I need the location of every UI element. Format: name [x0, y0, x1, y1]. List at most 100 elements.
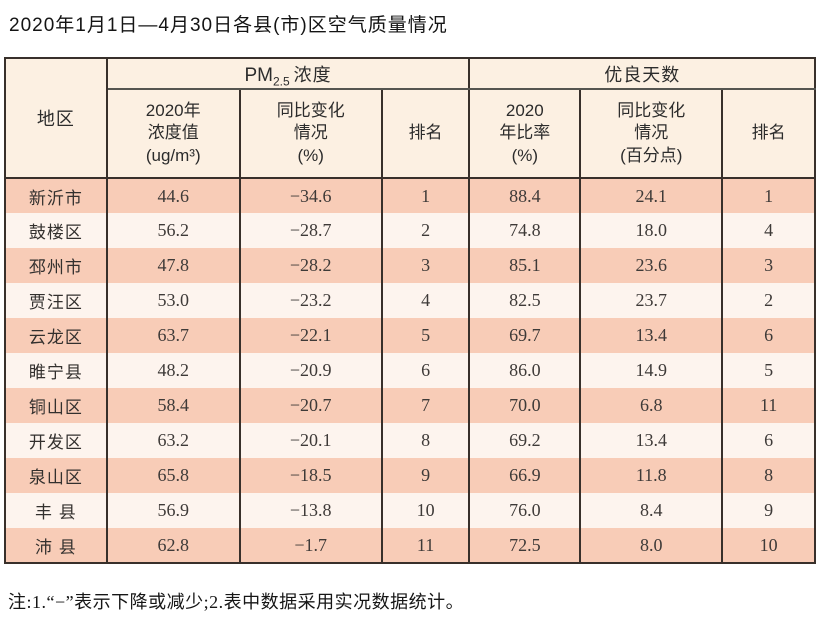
table-row: 丰 县 56.9 −13.8 10 76.0 8.4 9 — [4, 493, 816, 528]
good-change-cell: 14.9 — [579, 353, 724, 388]
pm-value-cell: 65.8 — [105, 458, 241, 493]
pm-value-cell: 58.4 — [105, 388, 241, 423]
pm-change-cell: −18.5 — [238, 458, 383, 493]
pm-value-cell: 62.8 — [105, 528, 241, 563]
pm-value-cell: 48.2 — [105, 353, 241, 388]
col-header-good-rank: 排名 — [721, 89, 816, 179]
region-cell: 泉山区 — [4, 458, 108, 493]
pm-change-cell: −20.9 — [238, 353, 383, 388]
good-change-cell: 23.7 — [579, 283, 724, 318]
region-cell: 丰 县 — [4, 493, 108, 528]
pm-rank-cell: 6 — [380, 353, 471, 388]
pm-rank-cell: 10 — [380, 493, 471, 528]
pm-change-cell: −13.8 — [238, 493, 383, 528]
pm-rank-cell: 7 — [380, 388, 471, 423]
pm-change-cell: −1.7 — [238, 528, 383, 563]
good-rank-cell: 6 — [721, 318, 816, 353]
table-header: 地区 PM2.5 浓度 优良天数 2020年 浓度值 (ug/m³) 同比变化 情… — [4, 58, 816, 179]
pm-change-cell: −28.2 — [238, 248, 383, 283]
region-cell: 开发区 — [4, 423, 108, 458]
table-row: 贾汪区 53.0 −23.2 4 82.5 23.7 2 — [4, 283, 816, 318]
page-title: 2020年1月1日—4月30日各县(市)区空气质量情况 — [9, 15, 448, 36]
region-cell: 铜山区 — [4, 388, 108, 423]
pm-rank-cell: 1 — [380, 178, 471, 213]
col-header-pm-value: 2020年 浓度值 (ug/m³) — [105, 89, 241, 179]
good-change-cell: 8.0 — [579, 528, 724, 563]
region-cell: 新沂市 — [4, 178, 108, 213]
table-row: 开发区 63.2 −20.1 8 69.2 13.4 6 — [4, 423, 816, 458]
good-rate-cell: 74.8 — [468, 213, 582, 248]
table-row: 铜山区 58.4 −20.7 7 70.0 6.8 11 — [4, 388, 816, 423]
good-rank-cell: 9 — [721, 493, 816, 528]
col-header-good-change: 同比变化 情况 (百分点) — [579, 89, 724, 179]
region-cell: 邳州市 — [4, 248, 108, 283]
good-rate-cell: 72.5 — [468, 528, 582, 563]
pm-rank-cell: 2 — [380, 213, 471, 248]
good-rank-cell: 3 — [721, 248, 816, 283]
region-cell: 云龙区 — [4, 318, 108, 353]
pm-change-cell: −20.7 — [238, 388, 383, 423]
good-change-cell: 24.1 — [579, 178, 724, 213]
pm-rank-cell: 3 — [380, 248, 471, 283]
pm-change-cell: −20.1 — [238, 423, 383, 458]
pm-label-cn: 浓度 — [293, 64, 332, 85]
pm-change-cell: −28.7 — [238, 213, 383, 248]
group-header-good-days: 优良天数 — [468, 58, 816, 90]
pm-value-cell: 63.2 — [105, 423, 241, 458]
good-rank-cell: 6 — [721, 423, 816, 458]
good-rank-cell: 5 — [721, 353, 816, 388]
col-header-good-rate: 2020 年比率 (%) — [468, 89, 582, 179]
pm-label-latin: PM — [244, 64, 273, 86]
col-header-pm-rank: 排名 — [380, 89, 471, 179]
pm-change-cell: −34.6 — [238, 178, 383, 213]
pm-label-subscript: 2.5 — [272, 74, 290, 89]
good-rate-cell: 70.0 — [468, 388, 582, 423]
region-cell: 贾汪区 — [4, 283, 108, 318]
table-row: 新沂市 44.6 −34.6 1 88.4 24.1 1 — [4, 178, 816, 213]
air-quality-table: 地区 PM2.5 浓度 优良天数 2020年 浓度值 (ug/m³) 同比变化 情… — [4, 57, 816, 564]
good-rank-cell: 10 — [721, 528, 816, 563]
good-rate-cell: 69.2 — [468, 423, 582, 458]
good-rate-cell: 82.5 — [468, 283, 582, 318]
good-change-cell: 8.4 — [579, 493, 724, 528]
table-row: 邳州市 47.8 −28.2 3 85.1 23.6 3 — [4, 248, 816, 283]
good-change-cell: 18.0 — [579, 213, 724, 248]
good-rank-cell: 11 — [721, 388, 816, 423]
good-change-cell: 11.8 — [579, 458, 724, 493]
good-change-cell: 13.4 — [579, 318, 724, 353]
region-cell: 睢宁县 — [4, 353, 108, 388]
pm-rank-cell: 9 — [380, 458, 471, 493]
col-header-region: 地区 — [4, 58, 108, 179]
table-row: 泉山区 65.8 −18.5 9 66.9 11.8 8 — [4, 458, 816, 493]
pm-value-cell: 56.2 — [105, 213, 241, 248]
good-rate-cell: 76.0 — [468, 493, 582, 528]
pm-value-cell: 56.9 — [105, 493, 241, 528]
pm-change-cell: −22.1 — [238, 318, 383, 353]
table-row: 睢宁县 48.2 −20.9 6 86.0 14.9 5 — [4, 353, 816, 388]
good-rate-cell: 66.9 — [468, 458, 582, 493]
pm-value-cell: 47.8 — [105, 248, 241, 283]
pm-value-cell: 44.6 — [105, 178, 241, 213]
pm-rank-cell: 4 — [380, 283, 471, 318]
good-rank-cell: 2 — [721, 283, 816, 318]
good-rank-cell: 4 — [721, 213, 816, 248]
pm-rank-cell: 5 — [380, 318, 471, 353]
good-rate-cell: 69.7 — [468, 318, 582, 353]
good-rate-cell: 85.1 — [468, 248, 582, 283]
region-cell: 鼓楼区 — [4, 213, 108, 248]
col-header-pm-change: 同比变化 情况 (%) — [238, 89, 383, 179]
group-header-row: 地区 PM2.5 浓度 优良天数 — [4, 58, 816, 179]
good-change-cell: 6.8 — [579, 388, 724, 423]
good-change-cell: 23.6 — [579, 248, 724, 283]
table-row: 沛 县 62.8 −1.7 11 72.5 8.0 10 — [4, 528, 816, 563]
pm-rank-cell: 8 — [380, 423, 471, 458]
group-header-pm25: PM2.5 浓度 — [105, 58, 471, 90]
good-rate-cell: 88.4 — [468, 178, 582, 213]
pm-rank-cell: 11 — [380, 528, 471, 563]
good-rank-cell: 1 — [721, 178, 816, 213]
good-change-cell: 13.4 — [579, 423, 724, 458]
table-row: 云龙区 63.7 −22.1 5 69.7 13.4 6 — [4, 318, 816, 353]
good-rate-cell: 86.0 — [468, 353, 582, 388]
region-cell: 沛 县 — [4, 528, 108, 563]
